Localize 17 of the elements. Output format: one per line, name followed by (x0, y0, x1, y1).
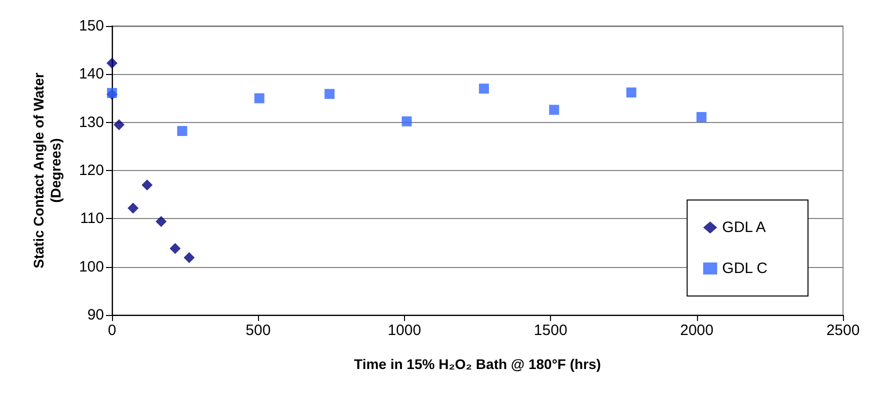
y-tick-label: 90 (87, 306, 104, 324)
x-tick-label: 0 (108, 322, 116, 339)
y-tick-label: 150 (78, 18, 104, 34)
legend-label: GDL C (722, 260, 768, 277)
y-tick-label: 140 (78, 66, 104, 83)
x-tick-label: 500 (246, 322, 271, 339)
legend-label: GDL A (722, 219, 766, 236)
x-tick-label: 2000 (680, 322, 714, 339)
y-tick-label: 120 (78, 162, 104, 179)
y-axis-title: Static Contact Angle of Water (Degrees) (30, 72, 64, 268)
x-tick-label: 2500 (826, 322, 860, 339)
y-tick-label: 130 (78, 114, 104, 131)
y-tick-label: 100 (78, 258, 104, 276)
x-tick-label: 1000 (388, 322, 422, 339)
x-tick-label: 1500 (534, 322, 568, 339)
y-tick-label: 110 (80, 210, 104, 228)
x-axis-title: Time in 15% H₂O₂ Bath @ 180°F (hrs) (354, 356, 601, 372)
